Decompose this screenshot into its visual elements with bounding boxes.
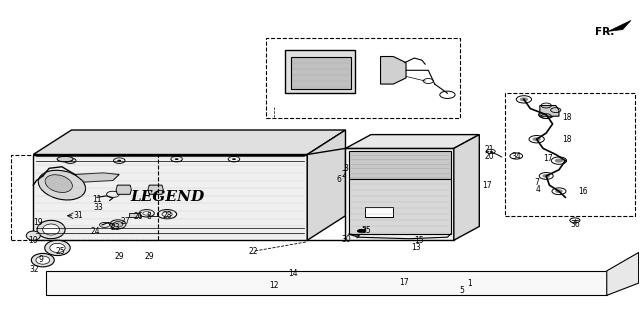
Ellipse shape: [50, 243, 65, 252]
Ellipse shape: [45, 175, 72, 193]
Text: 17: 17: [543, 154, 553, 163]
Polygon shape: [346, 135, 479, 148]
Polygon shape: [285, 50, 355, 93]
Text: 22: 22: [248, 248, 258, 256]
Ellipse shape: [37, 220, 65, 239]
Polygon shape: [540, 105, 559, 116]
Text: 23: 23: [110, 223, 120, 232]
Polygon shape: [33, 154, 307, 240]
Polygon shape: [129, 213, 140, 217]
Text: 3: 3: [343, 164, 348, 173]
Circle shape: [532, 137, 541, 141]
Ellipse shape: [31, 253, 54, 267]
Circle shape: [68, 160, 72, 162]
Polygon shape: [148, 185, 163, 194]
Text: 36: 36: [570, 220, 580, 229]
Text: 1: 1: [467, 279, 472, 288]
Text: 29: 29: [145, 252, 154, 261]
Text: FR.: FR.: [595, 27, 614, 37]
Polygon shape: [608, 20, 631, 32]
Ellipse shape: [113, 222, 123, 227]
Circle shape: [542, 174, 550, 178]
Text: 13: 13: [411, 243, 420, 252]
Text: 24: 24: [91, 226, 100, 235]
Text: 14: 14: [289, 269, 298, 278]
Text: 28: 28: [163, 211, 172, 220]
Text: 32: 32: [29, 265, 39, 274]
Text: LEGEND: LEGEND: [130, 190, 204, 204]
Text: 5: 5: [459, 286, 464, 295]
Ellipse shape: [57, 156, 73, 162]
Ellipse shape: [36, 256, 50, 264]
Text: 26: 26: [134, 212, 143, 221]
Text: 17: 17: [399, 278, 409, 287]
Text: 11: 11: [92, 195, 102, 204]
Text: 34: 34: [511, 152, 521, 161]
Ellipse shape: [26, 231, 40, 240]
Ellipse shape: [43, 224, 60, 235]
Text: 6: 6: [337, 175, 342, 184]
Text: 4: 4: [536, 185, 540, 194]
Text: 25: 25: [55, 248, 65, 256]
Text: 27: 27: [121, 217, 131, 226]
Polygon shape: [607, 252, 639, 295]
Polygon shape: [307, 130, 346, 240]
Circle shape: [357, 229, 366, 233]
Text: 33: 33: [93, 203, 103, 212]
Text: 19: 19: [33, 218, 43, 227]
Polygon shape: [33, 130, 346, 154]
Text: 17: 17: [482, 181, 492, 190]
Circle shape: [117, 160, 121, 162]
Text: 29: 29: [115, 252, 124, 261]
Polygon shape: [346, 148, 454, 240]
Circle shape: [175, 158, 179, 160]
Text: 7: 7: [534, 178, 539, 187]
Text: 8: 8: [147, 212, 152, 221]
Circle shape: [520, 97, 528, 101]
Text: 30: 30: [342, 235, 351, 244]
Text: 18: 18: [563, 135, 572, 144]
Text: 21: 21: [484, 146, 493, 154]
Circle shape: [555, 159, 563, 163]
Polygon shape: [116, 185, 131, 194]
Text: 35: 35: [361, 226, 371, 235]
Text: 31: 31: [73, 211, 83, 220]
Bar: [365, 206, 394, 217]
Polygon shape: [349, 179, 451, 234]
Circle shape: [555, 189, 563, 193]
Text: 12: 12: [269, 281, 279, 290]
Text: 2: 2: [342, 170, 347, 179]
Text: 9: 9: [38, 255, 44, 264]
Polygon shape: [75, 173, 119, 182]
Text: 15: 15: [414, 236, 424, 245]
Circle shape: [232, 158, 236, 160]
Polygon shape: [291, 57, 351, 89]
Text: 10: 10: [28, 236, 38, 245]
Circle shape: [542, 113, 550, 117]
Text: 16: 16: [578, 187, 588, 196]
Polygon shape: [381, 57, 406, 84]
Ellipse shape: [45, 240, 70, 256]
Text: 18: 18: [563, 113, 572, 122]
Polygon shape: [46, 271, 607, 295]
Ellipse shape: [38, 170, 86, 200]
Text: 20: 20: [484, 151, 493, 161]
Polygon shape: [454, 135, 479, 240]
Ellipse shape: [110, 220, 126, 229]
Polygon shape: [349, 151, 451, 179]
